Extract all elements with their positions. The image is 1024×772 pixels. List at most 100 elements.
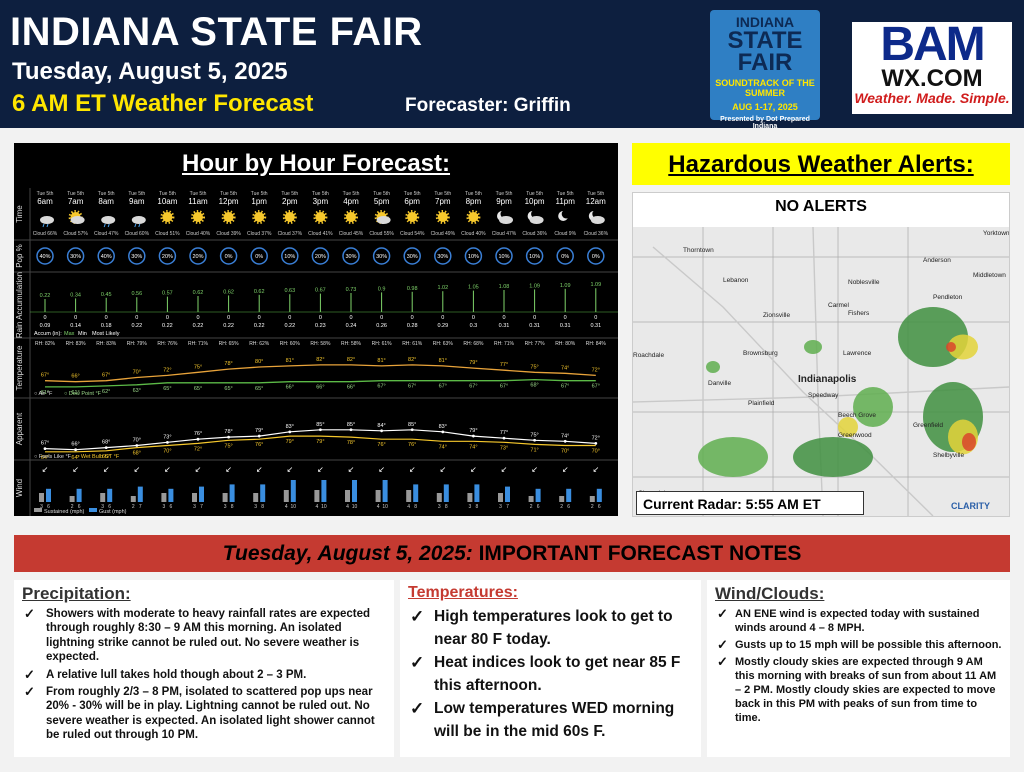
wind-direction-icon: ↙ xyxy=(531,465,538,474)
accum-min: 0 xyxy=(196,315,199,321)
accum-min: 0 xyxy=(349,315,352,321)
wind-gust-bar xyxy=(199,486,204,502)
wind-gust-bar xyxy=(413,484,419,502)
pop-value: 0% xyxy=(225,254,233,260)
accum-max: 0.56 xyxy=(131,291,142,297)
rain-drop-icon xyxy=(46,223,49,228)
accum-likely: 0.29 xyxy=(437,323,448,329)
sun-icon xyxy=(468,212,478,222)
feels-like-label: 84° xyxy=(377,423,385,429)
feels-like-point xyxy=(74,448,77,452)
wind-sustained-bar xyxy=(222,493,228,502)
accum-min: 0 xyxy=(472,315,475,321)
wind-gust-value: 6 xyxy=(598,504,601,510)
accum-min: 0 xyxy=(411,315,414,321)
forecast-title: 6 AM ET Weather Forecast xyxy=(12,90,314,117)
hour-label: 9am xyxy=(129,197,145,206)
pop-value: 30% xyxy=(70,254,81,260)
wind-sustained-value: 3 xyxy=(101,504,104,510)
day-label: Tue 5th xyxy=(404,191,421,197)
feels-like-point xyxy=(196,437,200,441)
hour-label: 2pm xyxy=(282,197,298,206)
accum-min: 0 xyxy=(227,315,230,321)
wet-bulb-label: 72° xyxy=(194,446,202,452)
rh-value: RH: 58% xyxy=(310,341,331,347)
accum-likely: 0.22 xyxy=(223,323,234,329)
meteogram: Time Pop % Rain Accumulation Temperature App… xyxy=(14,188,618,516)
wind-gust-value: 10 xyxy=(352,504,358,510)
wind-sustained-bar xyxy=(100,493,106,502)
cloud-cover: Cloud 49% xyxy=(431,231,456,237)
cloud-cover: Cloud 37% xyxy=(278,231,303,237)
precip-note: Showers with moderate to heavy rainfall … xyxy=(22,607,386,665)
accum-max: 0.73 xyxy=(346,287,357,293)
cloud-cover: Cloud 40% xyxy=(186,231,211,237)
bam-logo-text: BAM xyxy=(880,18,985,71)
rh-value: RH: 76% xyxy=(157,341,178,347)
feels-like-point xyxy=(104,446,108,449)
wind-sustained-value: 2 xyxy=(71,504,74,510)
day-label: Tue 5th xyxy=(557,191,574,197)
pop-ring xyxy=(587,247,605,265)
feels-like-label: 66° xyxy=(71,442,79,448)
wind-sustained-value: 4 xyxy=(346,504,349,510)
radar-echo xyxy=(706,361,720,373)
accum-min: 0 xyxy=(43,315,46,321)
wind-gust-value: 6 xyxy=(567,504,570,510)
bam-logo-domain: WX.COM xyxy=(881,65,983,92)
feels-like-label: 78° xyxy=(224,429,232,435)
feels-like-point xyxy=(135,444,139,447)
day-label: Tue 5th xyxy=(67,191,84,197)
accum-max: 1.09 xyxy=(529,283,540,289)
cloud-icon xyxy=(590,216,605,224)
rh-value: RH: 61% xyxy=(372,341,393,347)
pop-value: 30% xyxy=(376,254,387,260)
accum-legend-likely: Most Likely xyxy=(92,331,120,337)
wind-direction-icon: ↙ xyxy=(225,465,232,474)
pop-ring xyxy=(495,247,513,265)
rain-drop-icon xyxy=(134,223,137,228)
day-label: Tue 5th xyxy=(434,191,451,197)
cloud-cover: Cloud 45% xyxy=(339,231,364,237)
wind-gust-bar xyxy=(443,484,449,502)
radar-echo xyxy=(838,417,858,437)
cloud-icon xyxy=(40,216,54,224)
air-temp-label: 80° xyxy=(255,359,263,365)
pop-value: 20% xyxy=(192,254,203,260)
dew-point-label: 67° xyxy=(408,384,416,390)
wind-sustained-value: 4 xyxy=(377,504,380,510)
hour-label: 8pm xyxy=(466,197,482,206)
pop-value: 40% xyxy=(39,254,50,260)
accum-legend-min: Min xyxy=(78,331,87,337)
feels-like-point xyxy=(288,430,292,434)
map-town-label: Brownsburg xyxy=(743,350,778,357)
map-town-label: Pendleton xyxy=(933,294,963,301)
cloud-cover: Cloud 36% xyxy=(584,231,609,237)
feels-like-point xyxy=(319,428,322,432)
feels-like-point xyxy=(441,430,445,434)
wind-gust-value: 6 xyxy=(78,504,81,510)
cloud-cover: Cloud 41% xyxy=(308,231,333,237)
temp-note: High temperatures look to get to near 80… xyxy=(408,605,693,651)
radar-timestamp: Current Radar: 5:55 AM ET xyxy=(636,491,864,515)
pop-ring xyxy=(372,247,391,265)
accum-legend-max: Max xyxy=(64,331,75,337)
wind-sustained-value: 4 xyxy=(285,504,288,510)
dew-point-label: 63° xyxy=(133,388,141,394)
feels-like-label: 85° xyxy=(347,422,355,428)
accum-likely: 0.22 xyxy=(193,323,204,329)
map-town-label: Danville xyxy=(708,380,732,387)
wet-bulb-label: 64° xyxy=(71,455,79,461)
feels-like-label: 76° xyxy=(194,431,202,437)
pop-ring xyxy=(36,247,54,265)
accum-min: 0 xyxy=(166,315,169,321)
air-temp-label: 72° xyxy=(163,367,171,373)
radar-map: Thorntown Lebanon Noblesville Anderson Middl… xyxy=(633,227,1009,516)
fair-logo-line2: STATE xyxy=(727,27,803,54)
pop-ring xyxy=(434,247,452,265)
dew-point-label: 67° xyxy=(500,384,508,390)
hour-label: 7pm xyxy=(435,197,451,206)
state-fair-logo: INDIANA STATE FAIR SOUNDTRACK OF THE SUM… xyxy=(710,10,820,130)
wet-bulb-line xyxy=(45,435,596,453)
dew-point-label: 66° xyxy=(316,385,324,391)
